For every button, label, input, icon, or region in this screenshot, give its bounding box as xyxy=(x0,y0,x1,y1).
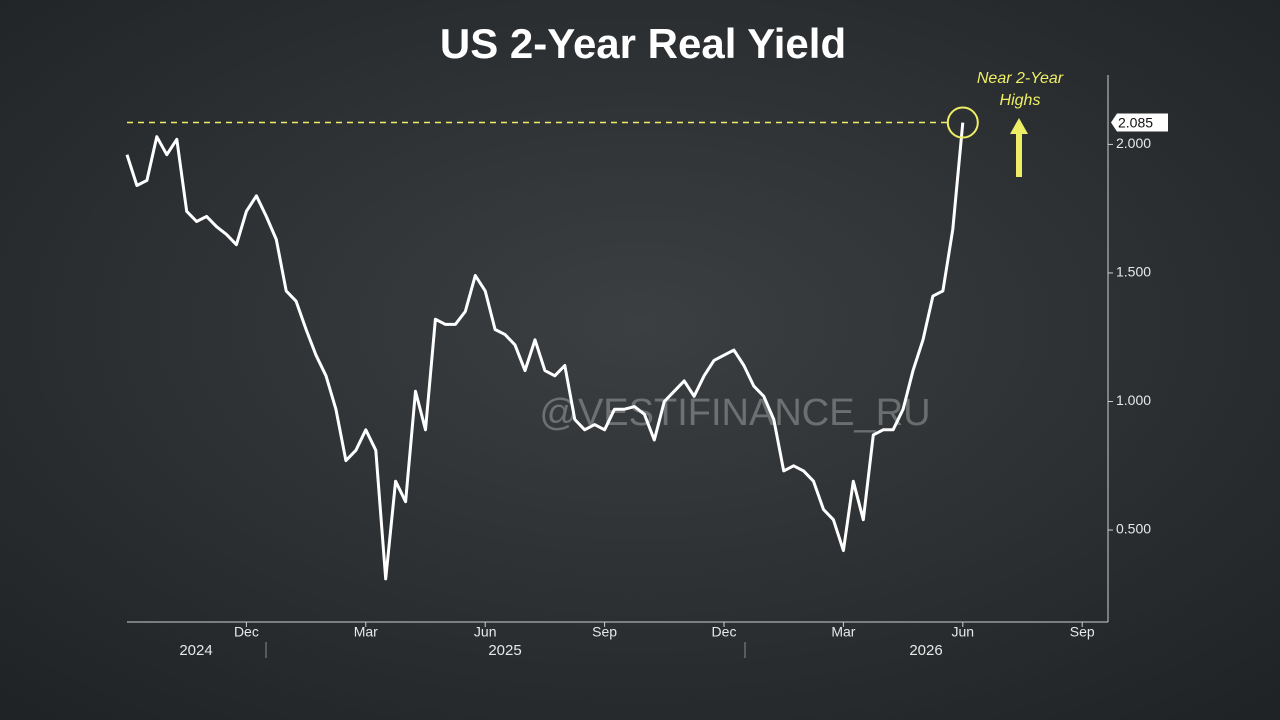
annotation-line: Near 2-Year xyxy=(977,70,1064,87)
year-label: 2025 xyxy=(488,642,521,659)
x-tick-label: Dec xyxy=(712,624,737,640)
x-tick-label: Dec xyxy=(234,624,259,640)
year-label: 2026 xyxy=(909,642,942,659)
line-series xyxy=(125,122,965,581)
x-tick-label: Sep xyxy=(592,624,617,640)
x-tick-label: Jun xyxy=(474,624,497,640)
x-tick-label: Mar xyxy=(831,624,855,640)
x-tick-label: Mar xyxy=(354,624,378,640)
y-tick-label: 0.500 xyxy=(1116,521,1151,537)
plot: 0.500 1.000 1.500 2.000 Dec Mar Jun Sep Dec Mar Ju… xyxy=(125,70,1168,659)
reference-label: 2.085 xyxy=(1118,114,1153,130)
annotation-arrow xyxy=(1010,118,1028,177)
y-tick-label: 1.000 xyxy=(1116,392,1151,408)
x-tick-label: Jun xyxy=(952,624,975,640)
y-tick-label: 1.500 xyxy=(1116,264,1151,280)
annotation-line: Highs xyxy=(1000,92,1041,109)
highlight-circle xyxy=(946,106,979,139)
chart-title: US 2-Year Real Yield xyxy=(440,20,846,67)
year-label: 2024 xyxy=(179,642,212,659)
x-tick-label: Sep xyxy=(1070,624,1095,640)
reference-label-box xyxy=(1111,113,1168,132)
y-tick-label: 2.000 xyxy=(1116,135,1151,151)
annotation: Near 2-Year Highs xyxy=(977,70,1064,109)
